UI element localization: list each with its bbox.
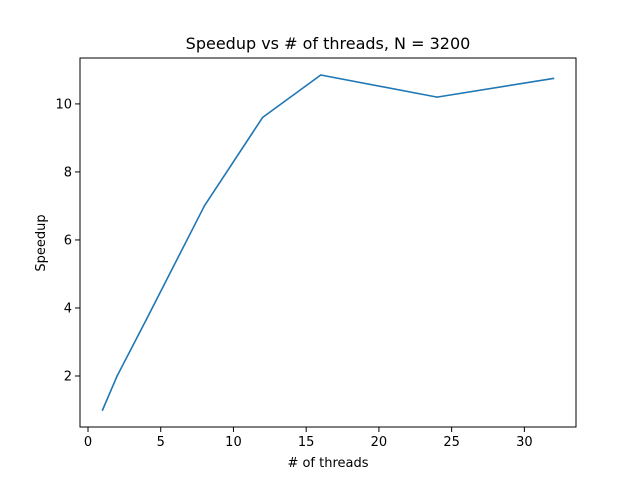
data-point [261,116,264,119]
data-point [116,375,118,377]
x-tick-label: 15 [298,435,315,450]
y-tick-label: 6 [64,233,72,248]
data-point [203,205,206,207]
chart-title: Speedup vs # of threads, N = 3200 [186,34,471,53]
x-axis-label: # of threads [287,456,368,471]
x-tick-label: 0 [84,435,92,450]
data-point [436,96,438,98]
data-point [319,74,322,76]
y-tick-label: 4 [64,301,72,316]
data-point [101,409,104,411]
y-tick-label: 10 [55,97,72,112]
series-line [101,74,555,411]
y-tick-label: 2 [64,369,72,384]
data-point [552,77,555,80]
x-tick-label: 10 [225,435,242,450]
plot-area: 0 5 10 15 20 25 30 2 4 6 8 10 [55,74,555,450]
y-tick-label: 8 [64,165,72,180]
data-point [145,319,147,321]
axes-frame [79,57,577,428]
x-tick-label: 30 [516,435,533,450]
y-axis-label: Speedup [34,214,49,271]
x-tick-label: 5 [157,435,165,450]
x-tick-label: 20 [371,435,388,450]
x-tick-label: 25 [443,435,460,450]
